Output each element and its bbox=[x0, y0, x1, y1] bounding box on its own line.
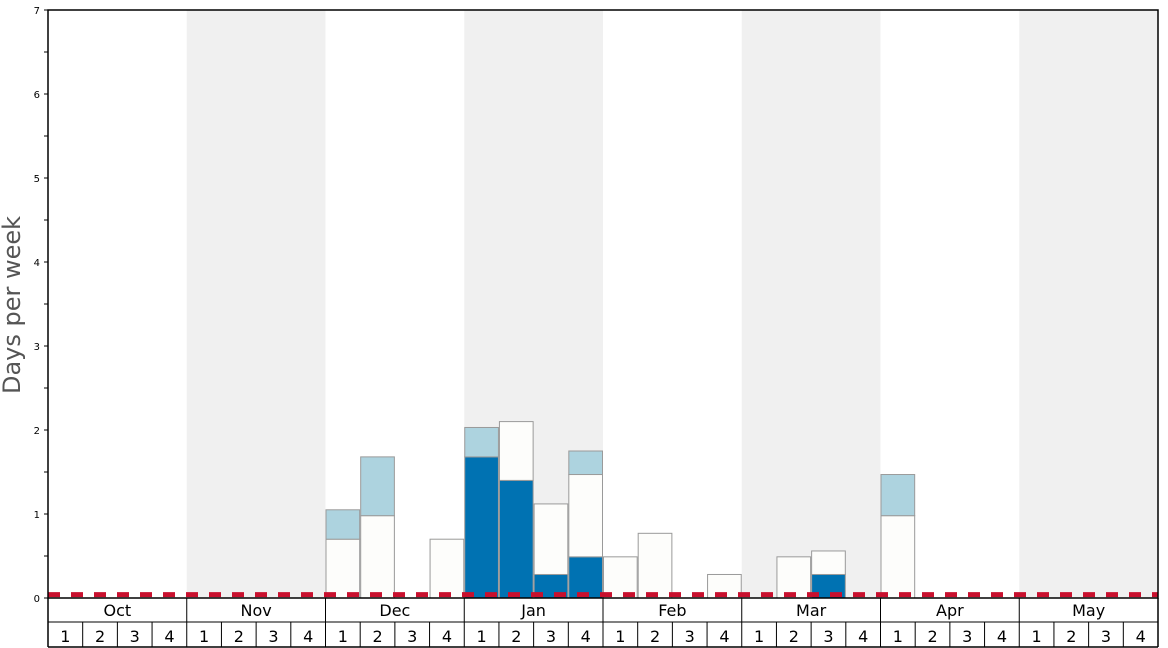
week-label: 3 bbox=[685, 627, 695, 646]
month-bands bbox=[186, 10, 1158, 598]
month-label: Nov bbox=[241, 601, 272, 620]
week-label: 2 bbox=[372, 627, 382, 646]
month-label: May bbox=[1072, 601, 1105, 620]
week-label: 4 bbox=[303, 627, 313, 646]
week-label: 1 bbox=[477, 627, 487, 646]
week-label: 1 bbox=[1032, 627, 1042, 646]
bar-segment bbox=[637, 532, 673, 599]
month-label: Dec bbox=[379, 601, 410, 620]
week-label: 2 bbox=[511, 627, 521, 646]
bar-segment bbox=[360, 515, 395, 599]
y-tick-label: 3 bbox=[34, 342, 40, 353]
bar-segment bbox=[360, 456, 395, 517]
y-tick-label: 5 bbox=[34, 174, 40, 185]
week-label: 3 bbox=[130, 627, 140, 646]
month-band bbox=[186, 10, 326, 598]
week-label: 4 bbox=[858, 627, 868, 646]
week-label: 2 bbox=[650, 627, 660, 646]
week-label: 3 bbox=[546, 627, 556, 646]
bar-segment bbox=[880, 474, 916, 517]
week-label: 3 bbox=[962, 627, 972, 646]
week-label: 4 bbox=[164, 627, 174, 646]
week-label: 4 bbox=[442, 627, 452, 646]
week-label: 2 bbox=[95, 627, 105, 646]
bar-segment bbox=[880, 515, 916, 599]
month-label: Mar bbox=[796, 601, 827, 620]
month-label: Apr bbox=[936, 601, 964, 620]
bar-segment bbox=[568, 556, 603, 599]
y-tick-label: 6 bbox=[34, 90, 40, 101]
week-label: 4 bbox=[719, 627, 729, 646]
week-label: 2 bbox=[789, 627, 799, 646]
week-label: 1 bbox=[199, 627, 209, 646]
week-label: 3 bbox=[823, 627, 833, 646]
y-axis: 0 1 2 3 4 5 6 7 bbox=[34, 6, 48, 605]
bar-segment bbox=[325, 509, 361, 540]
week-label: 4 bbox=[1136, 627, 1146, 646]
month-label: Oct bbox=[104, 601, 132, 620]
bar-segment bbox=[568, 450, 603, 476]
bar-segment bbox=[464, 426, 499, 458]
bar-segment bbox=[429, 538, 465, 599]
week-label: 1 bbox=[615, 627, 625, 646]
bar-segment bbox=[498, 421, 534, 481]
week-label: 2 bbox=[927, 627, 937, 646]
week-label: 4 bbox=[997, 627, 1007, 646]
week-label: 1 bbox=[754, 627, 764, 646]
week-label: 2 bbox=[1066, 627, 1076, 646]
y-tick-label: 0 bbox=[34, 594, 40, 605]
y-axis-label: Days per week bbox=[0, 216, 26, 394]
week-label: 4 bbox=[581, 627, 591, 646]
week-label: 1 bbox=[60, 627, 70, 646]
week-label: 3 bbox=[1101, 627, 1111, 646]
bar-segment bbox=[811, 550, 846, 575]
x-axis: Oct 1 2 3 4 Nov 1 2 3 4 Dec 1 2 3 4 Jan 1 2 3 4 Feb 1 2 3 4 Mar 1 2… bbox=[47, 598, 1159, 648]
week-label: 1 bbox=[893, 627, 903, 646]
bar-segment bbox=[498, 479, 534, 599]
month-label: Feb bbox=[658, 601, 686, 620]
week-label: 2 bbox=[234, 627, 244, 646]
bar-segment bbox=[464, 456, 499, 599]
y-tick-label: 4 bbox=[34, 258, 40, 269]
month-band bbox=[1019, 10, 1158, 598]
y-tick-label: 7 bbox=[34, 6, 40, 17]
y-tick-label: 1 bbox=[34, 510, 40, 521]
bars bbox=[325, 421, 916, 599]
month-band bbox=[741, 10, 881, 598]
bar-segment bbox=[776, 556, 812, 599]
week-label: 1 bbox=[338, 627, 348, 646]
month-label: Jan bbox=[520, 601, 546, 620]
bar-segment bbox=[603, 556, 638, 599]
week-label: 3 bbox=[407, 627, 417, 646]
bar-segment bbox=[325, 538, 361, 599]
bar-segment bbox=[568, 474, 603, 558]
plot-frame bbox=[47, 9, 1159, 599]
week-label: 3 bbox=[268, 627, 278, 646]
y-tick-label: 2 bbox=[34, 426, 40, 437]
bar-segment bbox=[533, 503, 569, 575]
